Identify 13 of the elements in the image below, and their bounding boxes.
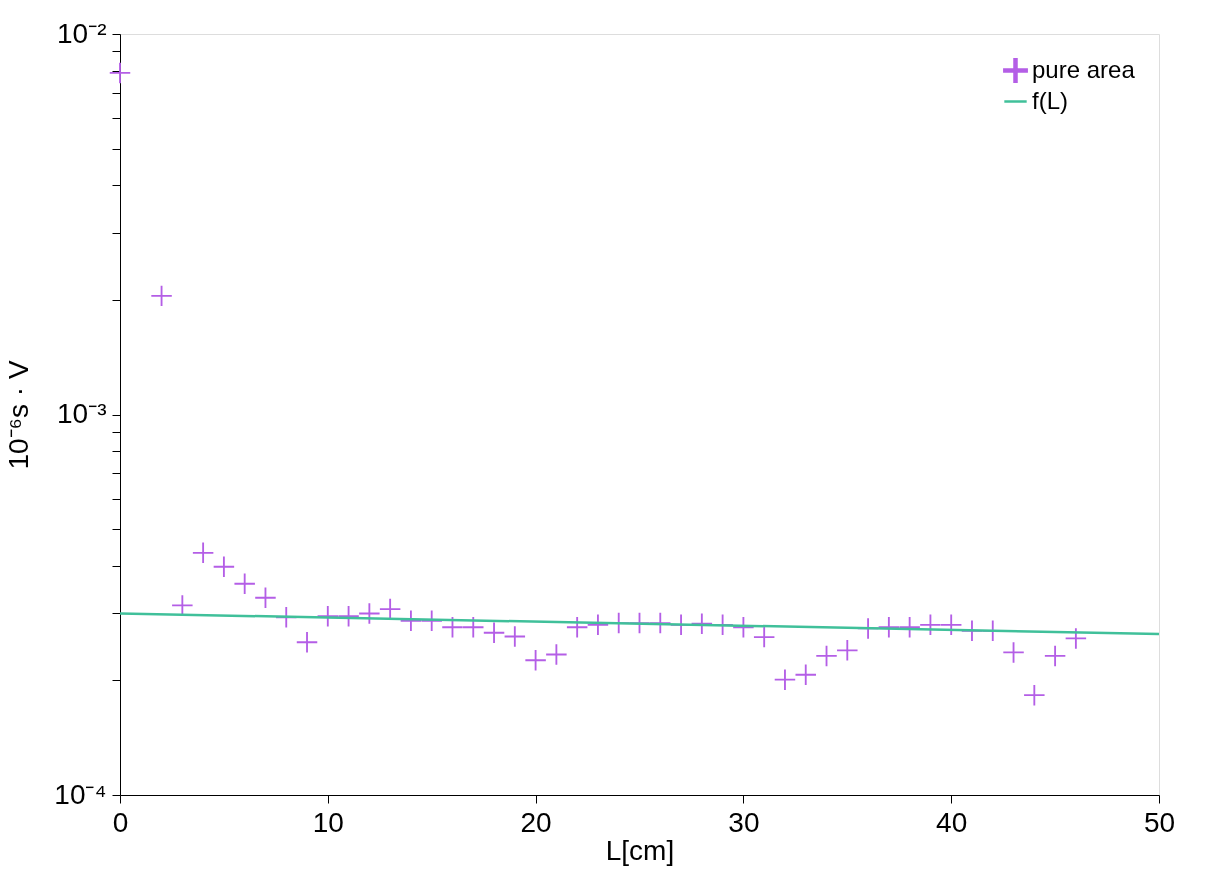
x-tick-label: 50 (1143, 806, 1176, 838)
legend-label: f(L) (1032, 86, 1068, 114)
x-axis-title: L[cm] (605, 834, 675, 866)
x-tick-label: 30 (728, 806, 760, 838)
x-tick-label: 10 (312, 806, 344, 838)
y-tick-label: 10⁻² (57, 17, 107, 49)
legend-label: pure area (1032, 55, 1136, 83)
x-tick-label: 40 (936, 806, 968, 838)
y-tick-label: 10⁻⁴ (54, 778, 107, 810)
x-tick-label: 20 (520, 806, 552, 838)
x-tick-label: 0 (112, 806, 129, 838)
y-axis-title: 10⁻⁶s · V (3, 360, 35, 470)
y-tick-label: 10⁻³ (57, 398, 107, 429)
